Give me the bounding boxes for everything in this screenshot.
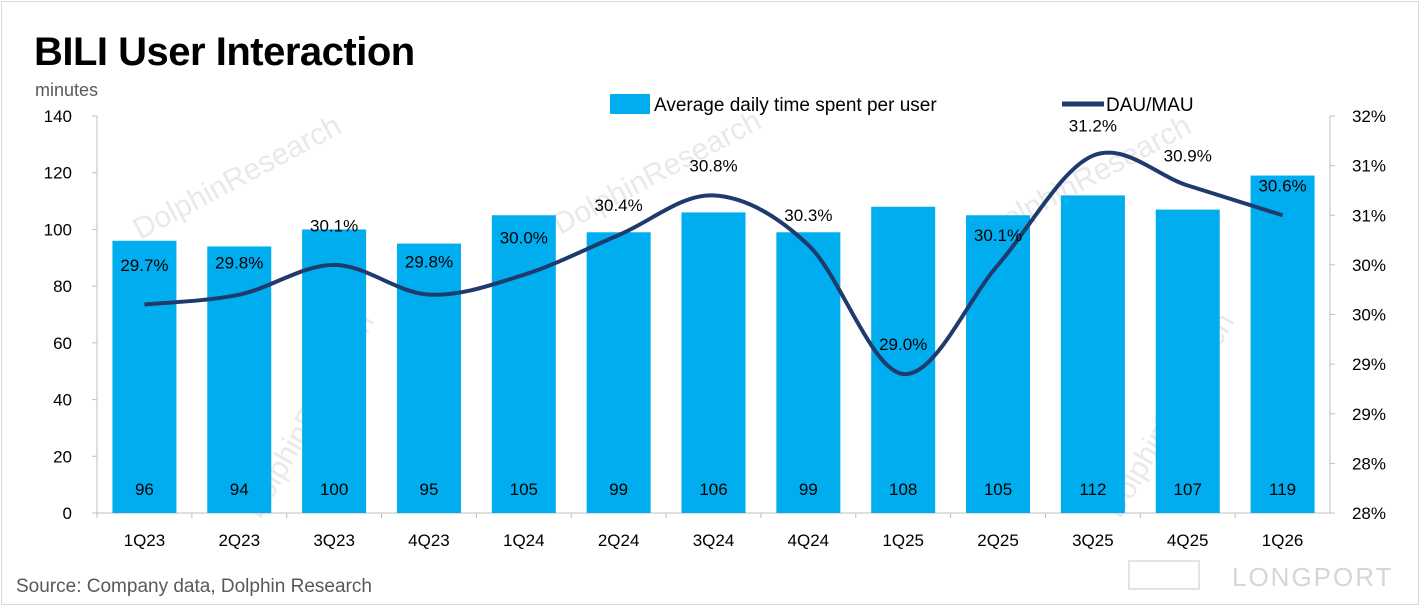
bar-4Q24 <box>776 232 841 513</box>
bars <box>112 175 1315 514</box>
x-tick-label-4Q23: 4Q23 <box>408 531 450 550</box>
y-tick-label-3: 60 <box>53 334 72 353</box>
bar-value-label-2Q25: 105 <box>984 480 1012 499</box>
bar-1Q23 <box>112 240 177 513</box>
dau-mau-line <box>144 150 1284 377</box>
bar-3Q25 <box>1060 195 1125 513</box>
legend: Average daily time spent per user DAU/MAU <box>610 94 1194 116</box>
bar-value-label-3Q25: 112 <box>1079 480 1106 499</box>
y2-tick-label-5: 30% <box>1352 256 1386 275</box>
x-tick-label-1Q25: 1Q25 <box>882 531 924 550</box>
x-tick-label-3Q23: 3Q23 <box>313 531 355 550</box>
watermark-logo-icon <box>1128 560 1200 590</box>
line-value-label-1Q24: 30.0% <box>500 228 548 247</box>
bar-value-label-1Q24: 105 <box>510 480 538 499</box>
y2-tick-label-6: 31% <box>1352 206 1386 225</box>
line-value-label-1Q23: 29.7% <box>120 256 168 275</box>
x-tick-label-2Q23: 2Q23 <box>218 531 260 550</box>
y-tick-label-7: 140 <box>44 107 72 126</box>
legend-line-label: DAU/MAU <box>1106 95 1194 116</box>
bar-1Q24 <box>491 215 556 513</box>
y-tick-label-2: 40 <box>53 391 72 410</box>
line-value-label-2Q23: 29.8% <box>215 253 263 272</box>
line-value-label-3Q25: 31.2% <box>1069 117 1117 136</box>
bar-value-label-4Q25: 107 <box>1174 480 1202 499</box>
bar-2Q23 <box>207 246 272 513</box>
x-tick-label-3Q25: 3Q25 <box>1072 531 1114 550</box>
y2-tick-label-7: 31% <box>1352 157 1386 176</box>
y-tick-label-5: 100 <box>44 220 72 239</box>
line-value-label-4Q25: 30.9% <box>1164 146 1212 165</box>
y2-tick-label-4: 30% <box>1352 306 1386 325</box>
bar-value-label-4Q24: 99 <box>799 480 818 499</box>
bar-2Q24 <box>586 232 651 513</box>
bar-value-label-3Q23: 100 <box>320 480 348 499</box>
line-value-label-1Q26: 30.6% <box>1258 176 1306 195</box>
line-value-label-2Q24: 30.4% <box>595 196 643 215</box>
line-value-label-3Q23: 30.1% <box>310 216 358 235</box>
bar-2Q25 <box>966 215 1031 513</box>
source-note: Source: Company data, Dolphin Research <box>16 576 372 597</box>
line-value-label-3Q24: 30.8% <box>689 156 737 175</box>
y-tick-label-0: 0 <box>63 504 72 523</box>
bar-value-label-2Q23: 94 <box>230 480 249 499</box>
y-axis-unit-label: minutes <box>35 80 99 100</box>
bar-1Q26 <box>1250 175 1315 514</box>
watermark-brand: LONGPORT <box>1232 562 1394 592</box>
legend-bar-label: Average daily time spent per user <box>654 95 937 116</box>
y2-tick-label-2: 29% <box>1352 405 1386 424</box>
line-value-label-4Q24: 30.3% <box>784 206 832 225</box>
x-tick-label-1Q26: 1Q26 <box>1262 531 1304 550</box>
y-tick-label-1: 20 <box>53 447 72 466</box>
x-tick-label-1Q24: 1Q24 <box>503 531 545 550</box>
x-tick-label-2Q25: 2Q25 <box>977 531 1019 550</box>
bar-value-label-1Q23: 96 <box>135 480 154 499</box>
x-tick-label-4Q24: 4Q24 <box>788 531 830 550</box>
line-value-label-2Q25: 30.1% <box>974 226 1022 245</box>
x-tick-label-2Q24: 2Q24 <box>598 531 640 550</box>
bar-3Q24 <box>681 212 746 513</box>
y2-tick-label-3: 29% <box>1352 355 1386 374</box>
axes: 0 20 40 60 80 100 120 140 28% 28% 29% 29% 30% 30% 31% 3… <box>44 107 1386 550</box>
x-tick-label-4Q25: 4Q25 <box>1167 531 1209 550</box>
y2-tick-label-0: 28% <box>1352 504 1386 523</box>
bar-4Q25 <box>1155 209 1220 514</box>
y-tick-label-6: 120 <box>44 164 72 183</box>
bar-value-label-2Q24: 99 <box>609 480 628 499</box>
legend-bar-swatch <box>610 94 650 114</box>
bar-value-label-3Q24: 106 <box>699 480 727 499</box>
bar-value-label-1Q25: 108 <box>889 480 917 499</box>
y2-tick-label-1: 28% <box>1352 454 1386 473</box>
x-tick-label-3Q24: 3Q24 <box>693 531 735 550</box>
bar-3Q23 <box>302 229 367 513</box>
bar-value-label-1Q26: 119 <box>1269 480 1296 499</box>
chart-title: BILI User Interaction <box>34 30 415 74</box>
data-labels: 96 94 100 95 105 99 106 99 108 105 112 107 119 29.7% 2… <box>120 117 1306 499</box>
bar-value-label-4Q23: 95 <box>420 480 439 499</box>
line-value-label-4Q23: 29.8% <box>405 253 453 272</box>
line-value-label-1Q25: 29.0% <box>879 335 927 354</box>
y2-tick-label-8: 32% <box>1352 107 1386 126</box>
y-tick-label-4: 80 <box>53 277 72 296</box>
x-tick-label-1Q23: 1Q23 <box>124 531 166 550</box>
line-series <box>144 150 1284 377</box>
bar-4Q23 <box>396 243 461 513</box>
